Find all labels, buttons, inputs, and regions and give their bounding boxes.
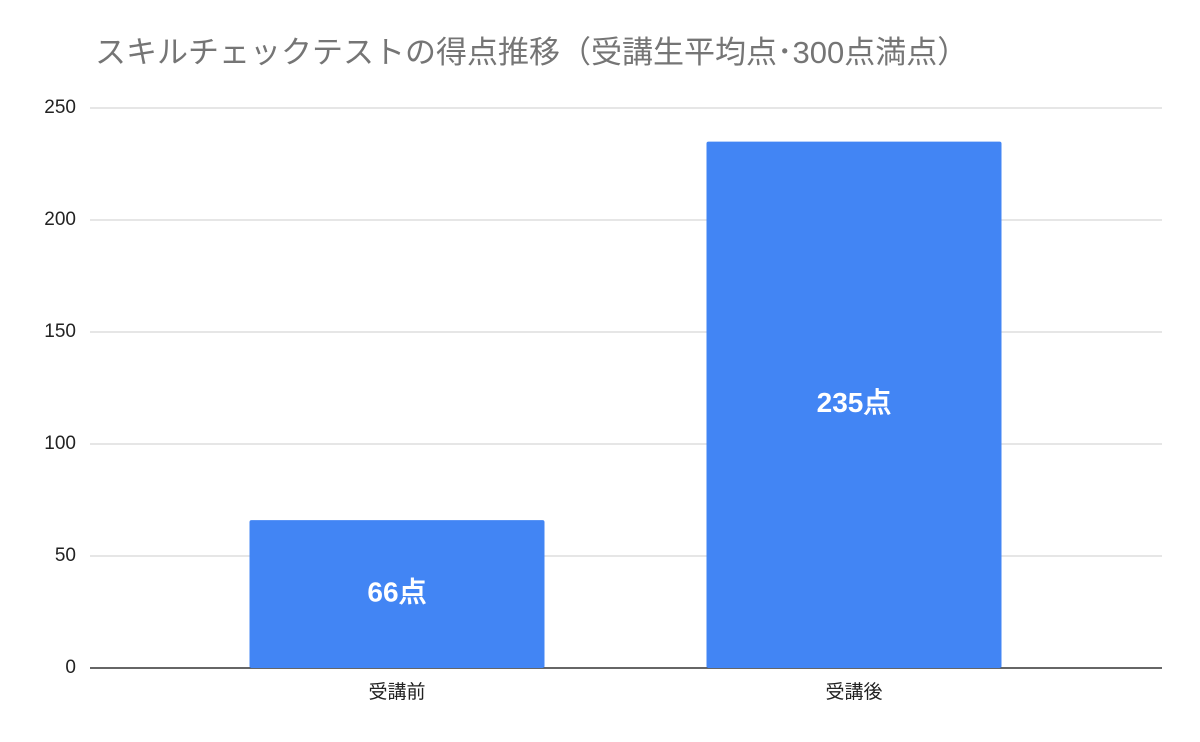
y-tick-label: 250: [44, 97, 76, 118]
value-label: 235点: [817, 387, 892, 418]
y-tick-label: 100: [44, 433, 76, 454]
y-tick-label: 0: [65, 657, 76, 678]
x-tick-label: 受講前: [368, 681, 425, 703]
x-tick-label: 受講後: [825, 681, 882, 703]
value-label: 66点: [367, 576, 426, 607]
y-tick-label: 200: [44, 209, 76, 230]
chart-title: スキルチェックテストの得点推移（受講生平均点･300点満点）: [95, 35, 968, 70]
bar: [706, 141, 1002, 669]
y-tick-label: 50: [55, 545, 76, 566]
bar: [249, 520, 545, 668]
y-tick-label: 150: [44, 321, 76, 342]
